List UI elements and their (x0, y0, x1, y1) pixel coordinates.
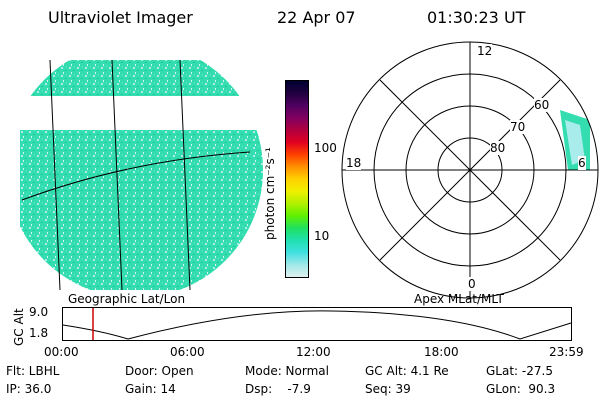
info-gcalt: GC Alt: 4.1 Re (365, 364, 449, 378)
color-bar (285, 80, 309, 278)
colorbar-tick-100: 100 (314, 141, 337, 155)
info-door: Door: Open (125, 364, 194, 378)
polar-plot (341, 41, 599, 299)
info-ip: IP: 36.0 (6, 382, 52, 396)
orbit-ymax: 9.0 (29, 305, 49, 319)
info-glon: GLon: 90.3 (486, 382, 556, 396)
orbit-xtick-2359: 23:59 (549, 345, 584, 359)
info-mode: Mode: Normal (245, 364, 329, 378)
info-flt: Flt: LBHL (6, 364, 60, 378)
geographic-image (20, 59, 263, 290)
geographic-caption: Geographic Lat/Lon (68, 292, 186, 306)
mlat-label-80: 80 (490, 141, 506, 155)
orbit-ymin: 1.8 (29, 326, 49, 340)
orbit-xtick-0600: 06:00 (170, 345, 205, 359)
orbit-ylabel: GC Alt (12, 308, 26, 346)
mlat-label-70: 70 (510, 120, 526, 134)
mlt-label-18: 18 (346, 156, 362, 170)
info-gain: Gain: 14 (125, 382, 176, 396)
apex-caption: Apex MLat/MLT (414, 292, 504, 306)
mlt-label-0: 0 (468, 277, 476, 291)
info-glat: GLat: -27.5 (486, 364, 553, 378)
time-label: 01:30:23 UT (427, 8, 526, 27)
orbit-plot (62, 307, 572, 341)
orbit-altitude-curve (62, 310, 572, 340)
info-dsp: Dsp: -7.9 (245, 382, 311, 396)
mlat-label-60: 60 (534, 98, 550, 112)
instrument-title: Ultraviolet Imager (48, 8, 193, 27)
colorbar-label: photon cm⁻²s⁻¹ (263, 147, 277, 240)
colorbar-tick-10: 10 (314, 229, 330, 243)
orbit-xtick-1200: 12:00 (296, 345, 331, 359)
lat-lon-grid (21, 59, 251, 290)
orbit-xtick-0000: 00:00 (44, 345, 79, 359)
mlt-label-12: 12 (477, 44, 493, 58)
mlt-label-6: 6 (578, 156, 586, 170)
info-seq: Seq: 39 (365, 382, 411, 396)
date-label: 22 Apr 07 (277, 8, 356, 27)
image-band-top (20, 60, 263, 96)
image-band-main (20, 130, 263, 290)
orbit-xtick-1800: 18:00 (424, 345, 459, 359)
